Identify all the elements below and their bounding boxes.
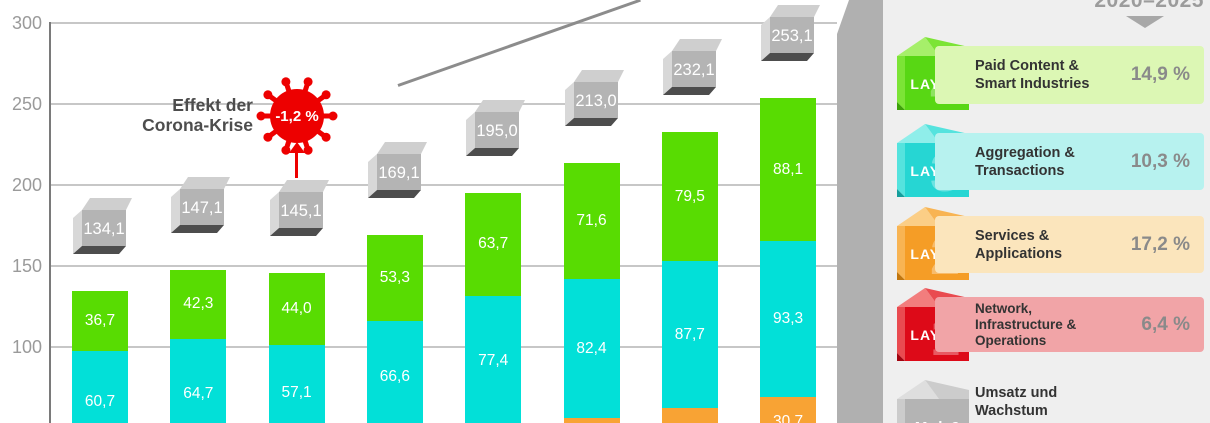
bar-segment-layer3	[268, 344, 325, 423]
bar-segment-layer3	[366, 320, 423, 423]
bar-value-label: 60,7	[84, 393, 116, 411]
chevron-down-icon	[1126, 16, 1164, 28]
bar-segment-layer4	[661, 132, 718, 262]
bar-value-label: 93,3	[773, 310, 804, 328]
gridline	[50, 183, 837, 186]
y-axis-label: 250	[11, 93, 42, 114]
bar-value-label: 64,7	[183, 384, 214, 402]
y-axis-label: 150	[11, 255, 42, 276]
svg-text:169,1: 169,1	[378, 164, 419, 182]
bar-value-label: 87,7	[674, 325, 705, 343]
corona-arrowhead-icon	[289, 142, 305, 153]
total-value-cube: 253,1	[756, 3, 821, 62]
bar-value-label: 57,1	[281, 384, 312, 402]
bar-value-label: 88,1	[773, 160, 804, 178]
bar-value-label: 42,3	[183, 295, 214, 313]
corona-effect-label: Effekt der Corona-Krise	[142, 95, 253, 135]
total-value-cube: 195,0	[461, 98, 526, 156]
total-value-cube: 169,1	[363, 140, 427, 198]
bar-value-label: 79,5	[674, 187, 705, 205]
bar-segment-layer3	[72, 350, 128, 423]
corona-badge-value: -1,2 %	[275, 108, 318, 125]
bar-segment-layer3	[760, 241, 817, 398]
bar-segment-layer2	[563, 417, 620, 423]
total-value-cube: 134,1	[68, 196, 132, 255]
bar-segment-layer3	[563, 279, 620, 418]
legend-panel: 2020–2025 4 LAYER Paid Content & Smart I…	[883, 0, 1210, 423]
legend-row-label: Paid Content & Smart Industries	[975, 58, 1090, 92]
legend-row-layer3: Aggregation & Transactions 10,3 %	[935, 133, 1204, 190]
svg-text:253,1: 253,1	[771, 27, 812, 45]
svg-text:Mrd. €: Mrd. €	[915, 419, 960, 423]
svg-text:232,1: 232,1	[673, 61, 714, 79]
total-value-cube: 232,1	[658, 37, 722, 96]
legend-row-cagr: 17,2 %	[1130, 233, 1190, 255]
bar-segment-layer4	[170, 270, 227, 339]
svg-text:147,1: 147,1	[182, 199, 223, 217]
legend-row-layer1: Network, Infrastructure & Operations 6,4…	[935, 297, 1204, 352]
bar-value-label: 30,7	[773, 413, 804, 423]
legend-row-layer4: Paid Content & Smart Industries 14,9 %	[935, 46, 1204, 104]
total-value-cube: 145,1	[265, 178, 329, 237]
legend-row-cagr: 10,3 %	[1130, 150, 1190, 172]
bar-segment-layer3	[170, 338, 227, 423]
bar-segment-layer4	[563, 163, 620, 280]
bar-value-label: 36,7	[84, 311, 116, 329]
legend-row-cagr: 14,9 %	[1130, 64, 1190, 85]
bar-value-label: 53,3	[379, 268, 410, 286]
legend-row-label: Services & Applications	[975, 227, 1063, 262]
legend-row-label: Network, Infrastructure & Operations	[975, 300, 1077, 348]
y-axis-line	[49, 21, 51, 423]
legend-row-cagr: 6,4 %	[1141, 313, 1190, 335]
bar-segment-layer2	[760, 397, 817, 423]
total-value-cube: 147,1	[166, 175, 231, 234]
y-axis-label: 300	[11, 12, 42, 33]
bar-value-label: 71,6	[576, 212, 607, 230]
legend-row-label: Aggregation & Transactions	[975, 144, 1075, 179]
svg-text:145,1: 145,1	[280, 202, 321, 220]
mrd-cube-icon: Mrd. €	[895, 375, 971, 423]
bar-segment-layer4	[72, 291, 128, 351]
bar-value-label: 44,0	[281, 300, 312, 318]
corona-virus-icon: -1,2 %	[254, 73, 340, 164]
bar-segment-layer2	[661, 408, 718, 423]
bar-segment-layer3	[465, 295, 522, 423]
legend-row-layer2: Services & Applications 17,2 %	[935, 216, 1204, 273]
total-value-cube: 213,0	[560, 68, 624, 127]
bar-segment-layer4	[465, 192, 522, 296]
bar-segment-layer3	[661, 261, 718, 409]
corona-arrow-icon	[295, 151, 298, 178]
bar-segment-layer4	[268, 273, 325, 345]
legend-mrd-label: Umsatz und Wachstum	[975, 385, 1058, 419]
svg-text:213,0: 213,0	[575, 92, 616, 110]
y-axis-label: 200	[11, 174, 42, 195]
bar-segment-layer4	[366, 234, 423, 321]
legend-period-title: 2020–2025	[1094, 0, 1204, 12]
svg-text:195,0: 195,0	[477, 122, 518, 140]
bar-segment-layer4	[760, 98, 817, 242]
gridline	[50, 264, 837, 267]
bar-value-label: 66,6	[379, 368, 410, 386]
bar-value-label: 77,4	[478, 351, 509, 369]
gridline	[50, 345, 837, 348]
gridline	[50, 21, 837, 24]
y-axis-label: 100	[11, 336, 42, 357]
bar-value-label: 82,4	[576, 339, 607, 357]
side-shadow-band	[837, 0, 883, 423]
gridline	[50, 102, 837, 105]
svg-text:134,1: 134,1	[83, 220, 124, 238]
bar-value-label: 63,7	[478, 235, 509, 253]
